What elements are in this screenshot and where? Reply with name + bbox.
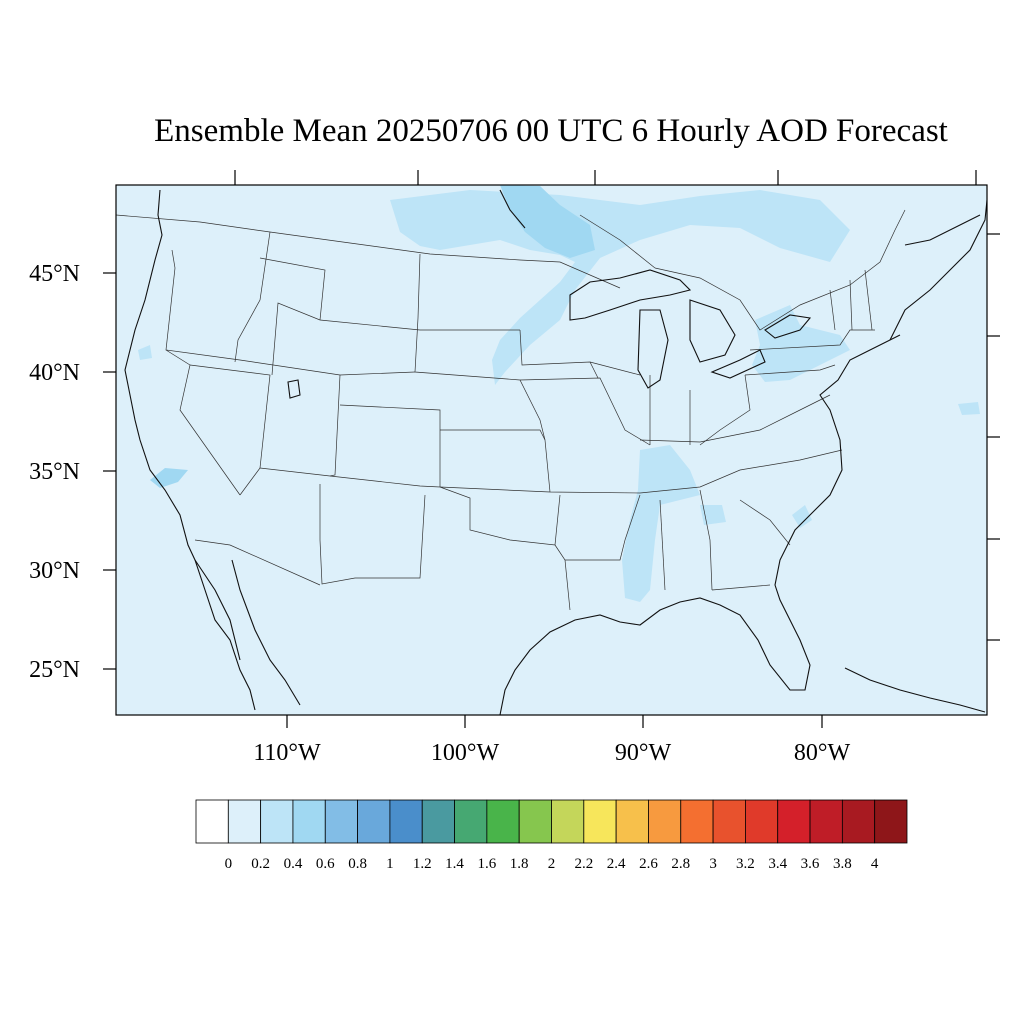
colorbar-box [583, 799, 617, 844]
colorbar-label: 2 [548, 856, 556, 872]
colorbar-label: 0.6 [316, 856, 335, 872]
lon-label-110w: 110°W [253, 740, 321, 766]
colorbar-box [357, 799, 391, 844]
colorbar-box [680, 799, 714, 844]
aod-plume-nw [138, 345, 152, 360]
colorbar-box [421, 799, 455, 844]
colorbar-label: 1.2 [413, 856, 432, 872]
colorbar-label: 0 [225, 856, 233, 872]
colorbar: 0 0.2 0.4 0.6 0.8 1 1.2 1.4 1.6 1.8 2 2.2 2.4 2.6 2.8 3… [195, 799, 908, 872]
colorbar-label: 3.4 [768, 856, 787, 872]
colorbar-label: 3 [709, 856, 717, 872]
colorbar-box [324, 799, 358, 844]
lat-label-25n: 25°N [29, 657, 80, 683]
aod-plume-carolina [792, 505, 812, 528]
aod-plume-southeast [700, 505, 726, 525]
coastlines [124, 189, 987, 715]
colorbar-box [260, 799, 294, 844]
aod-plume-hudson [500, 185, 595, 258]
map-frame [115, 184, 988, 716]
colorbar-label: 2.6 [639, 856, 658, 872]
lat-label-40n: 40°N [29, 360, 80, 386]
aod-plume-northeast [752, 305, 850, 382]
colorbar-label: 3.2 [736, 856, 755, 872]
lat-label-45n: 45°N [29, 261, 80, 287]
colorbar-label: 2.2 [574, 856, 593, 872]
colorbar-box [712, 799, 746, 844]
aod-plume-lower-mississippi [622, 445, 700, 602]
colorbar-box [227, 799, 262, 844]
lat-label-35n: 35°N [29, 459, 80, 485]
colorbar-box [454, 799, 488, 844]
colorbar-box [615, 799, 649, 844]
colorbar-label: 2.8 [671, 856, 690, 872]
colorbar-label: 0.4 [284, 856, 303, 872]
colorbar-label: 3.6 [801, 856, 820, 872]
lon-label-100w: 100°W [431, 740, 500, 766]
aod-plume-canada-central [390, 190, 850, 385]
colorbar-box [745, 799, 779, 844]
lat-label-30n: 30°N [29, 558, 80, 584]
colorbar-label: 0.8 [348, 856, 367, 872]
tick-marks [103, 170, 1000, 728]
lon-label-80w: 80°W [794, 740, 851, 766]
lon-label-90w: 90°W [615, 740, 672, 766]
colorbar-box [648, 799, 682, 844]
colorbar-label: 1.4 [445, 856, 464, 872]
colorbar-box [389, 799, 423, 844]
aod-plume-atlantic [958, 402, 980, 415]
colorbar-label: 2.4 [607, 856, 626, 872]
colorbar-box [777, 799, 811, 844]
colorbar-box [518, 799, 552, 844]
colorbar-box [809, 799, 843, 844]
colorbar-label: 0.2 [251, 856, 270, 872]
colorbar-box [486, 799, 520, 844]
map-background [116, 185, 987, 715]
colorbar-label: 4 [871, 856, 879, 872]
colorbar-label: 1 [386, 856, 394, 872]
colorbar-label: 1.8 [510, 856, 529, 872]
colorbar-box [195, 799, 229, 844]
colorbar-box [551, 799, 585, 844]
colorbar-box [841, 799, 876, 844]
aod-plumes [138, 185, 980, 602]
chart-title: Ensemble Mean 20250706 00 UTC 6 Hourly A… [154, 113, 948, 149]
colorbar-label: 3.8 [833, 856, 852, 872]
map-layers [116, 185, 987, 715]
colorbar-label: 1.6 [477, 856, 496, 872]
state-boundaries [116, 209, 906, 611]
colorbar-box [292, 799, 326, 844]
colorbar-box [874, 799, 908, 844]
